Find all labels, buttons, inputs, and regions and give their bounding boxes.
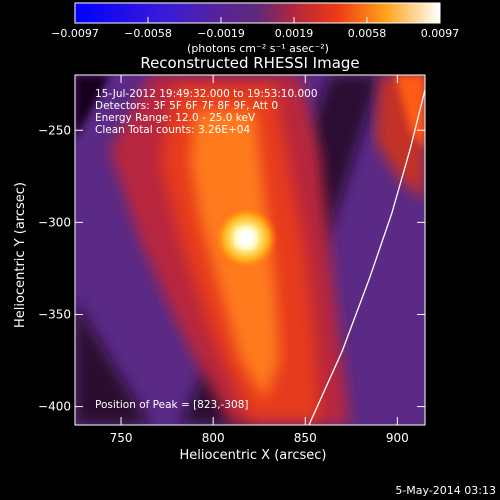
axes-ticks: 750 800 850 900 −250 −300 −350 −400 [38,75,425,445]
solar-limb-curve [308,89,425,425]
colorbar-units: (photons cm⁻² s⁻¹ asec⁻²) [187,42,329,55]
colorbar-ticks: −0.0097 −0.0058 −0.0019 0.0019 0.0058 0.0097 [51,17,459,40]
colorbar-tick-label: −0.0058 [124,27,172,40]
annotation-counts: Clean Total counts: 3.26E+04 [95,124,250,136]
heatmap-image [75,75,425,425]
colorbar-tick-label: 0.0019 [275,27,314,40]
annotation-energy: Energy Range: 12.0 - 25.0 keV [95,112,256,124]
chart-title: Reconstructed RHESSI Image [140,54,359,72]
annotation-detectors: Detectors: 3F 5F 6F 7F 8F 9F, Att 0 [95,100,278,112]
y-tick-label: −250 [38,123,71,137]
x-tick-label: 900 [386,431,409,445]
y-tick-label: −400 [38,400,71,414]
x-axis-label: Heliocentric X (arcsec) [180,448,327,463]
y-tick-label: −350 [38,307,71,321]
x-tick-label: 750 [110,431,133,445]
y-axis-label: Heliocentric Y (arcsec) [13,182,28,328]
x-tick-label: 800 [202,431,225,445]
footer-date: 5-May-2014 03:13 [395,484,496,497]
plot-frame [74,74,426,426]
peak-position-label: Position of Peak = [823,-308] [95,399,249,411]
annotation-time: 15-Jul-2012 19:49:32.000 to 19:53:10.000 [95,88,318,100]
y-tick-label: −300 [38,215,71,229]
colorbar-tick-label: −0.0019 [197,27,245,40]
colorbar-tick-label: −0.0097 [51,27,99,40]
colorbar-tick-label: 0.0058 [348,27,387,40]
colorbar-tick-label: 0.0097 [421,27,460,40]
x-tick-label: 850 [294,431,317,445]
colorbar [74,2,441,24]
